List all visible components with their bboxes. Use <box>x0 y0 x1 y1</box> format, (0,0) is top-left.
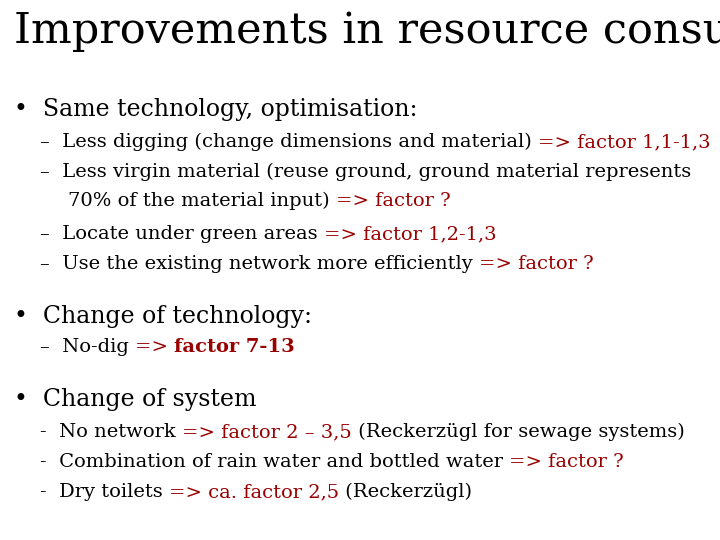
Text: => factor ?: => factor ? <box>479 255 594 273</box>
Text: Improvements in resource consumption: Improvements in resource consumption <box>14 10 720 52</box>
Text: –  No-dig: – No-dig <box>40 338 135 356</box>
Text: => factor 2 – 3,5: => factor 2 – 3,5 <box>182 423 352 441</box>
Text: -  Combination of rain water and bottled water: - Combination of rain water and bottled … <box>40 453 509 471</box>
Text: –  Less digging (change dimensions and material): – Less digging (change dimensions and ma… <box>40 133 538 151</box>
Text: => ca. factor 2,5: => ca. factor 2,5 <box>169 483 339 501</box>
Text: •  Same technology, optimisation:: • Same technology, optimisation: <box>14 98 418 121</box>
Text: (Reckerzügl for sewage systems): (Reckerzügl for sewage systems) <box>352 423 685 441</box>
Text: -  No network: - No network <box>40 423 182 441</box>
Text: => factor ?: => factor ? <box>336 192 451 210</box>
Text: –  Locate under green areas: – Locate under green areas <box>40 225 324 243</box>
Text: -  Dry toilets: - Dry toilets <box>40 483 169 501</box>
Text: (Reckerzügl): (Reckerzügl) <box>339 483 472 501</box>
Text: –  Less virgin material (reuse ground, ground material represents: – Less virgin material (reuse ground, gr… <box>40 163 691 181</box>
Text: 70% of the material input): 70% of the material input) <box>68 192 336 210</box>
Text: –  Use the existing network more efficiently: – Use the existing network more efficien… <box>40 255 479 273</box>
Text: factor 7-13: factor 7-13 <box>174 338 295 356</box>
Text: •  Change of system: • Change of system <box>14 388 256 411</box>
Text: =>: => <box>135 338 174 356</box>
Text: => factor 1,2-1,3: => factor 1,2-1,3 <box>324 225 497 243</box>
Text: •  Change of technology:: • Change of technology: <box>14 305 312 328</box>
Text: => factor 1,1-1,3: => factor 1,1-1,3 <box>538 133 711 151</box>
Text: => factor ?: => factor ? <box>509 453 624 471</box>
